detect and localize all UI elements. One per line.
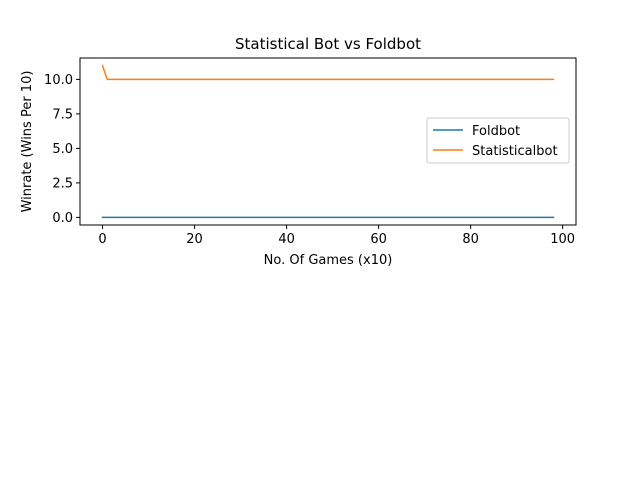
y-axis-label: Winrate (Wins Per 10) — [20, 71, 35, 213]
x-tick-label: 40 — [278, 232, 295, 247]
y-tick-label: 10.0 — [44, 73, 73, 88]
x-tick-label: 60 — [370, 232, 387, 247]
x-tick-label: 20 — [186, 232, 203, 247]
y-tick-label: 2.5 — [52, 176, 73, 191]
x-tick-label: 0 — [98, 232, 106, 247]
y-tick-label: 7.5 — [52, 107, 73, 122]
legend-label-statisticalbot: Statisticalbot — [472, 144, 558, 159]
plot-area-frame — [79, 57, 577, 226]
series-line-statisticalbot — [101, 64, 555, 81]
y-tick-label: 0.0 — [52, 211, 73, 226]
chart-title: Statistical Bot vs Foldbot — [235, 35, 421, 53]
x-axis-label: No. Of Games (x10) — [264, 253, 393, 268]
x-tick-label: 80 — [462, 232, 479, 247]
x-tick-label: 100 — [550, 232, 575, 247]
legend-label-foldbot: Foldbot — [472, 124, 520, 139]
y-tick-label: 5.0 — [52, 142, 73, 157]
legend: Foldbot Statisticalbot — [426, 117, 570, 164]
